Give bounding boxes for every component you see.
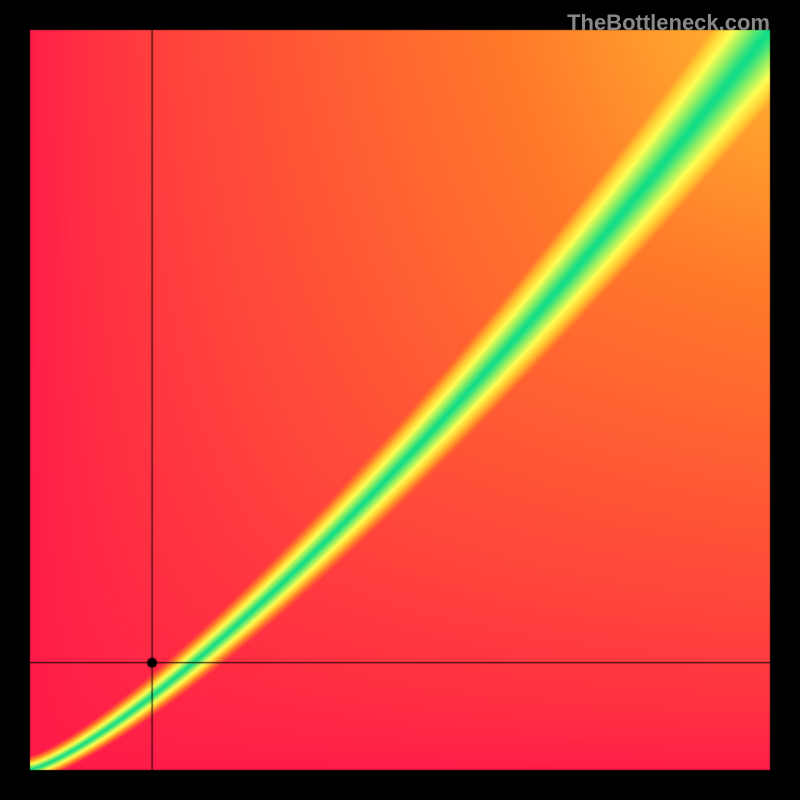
bottleneck-heatmap — [0, 0, 800, 800]
chart-container: TheBottleneck.com — [0, 0, 800, 800]
watermark-text: TheBottleneck.com — [567, 10, 770, 36]
